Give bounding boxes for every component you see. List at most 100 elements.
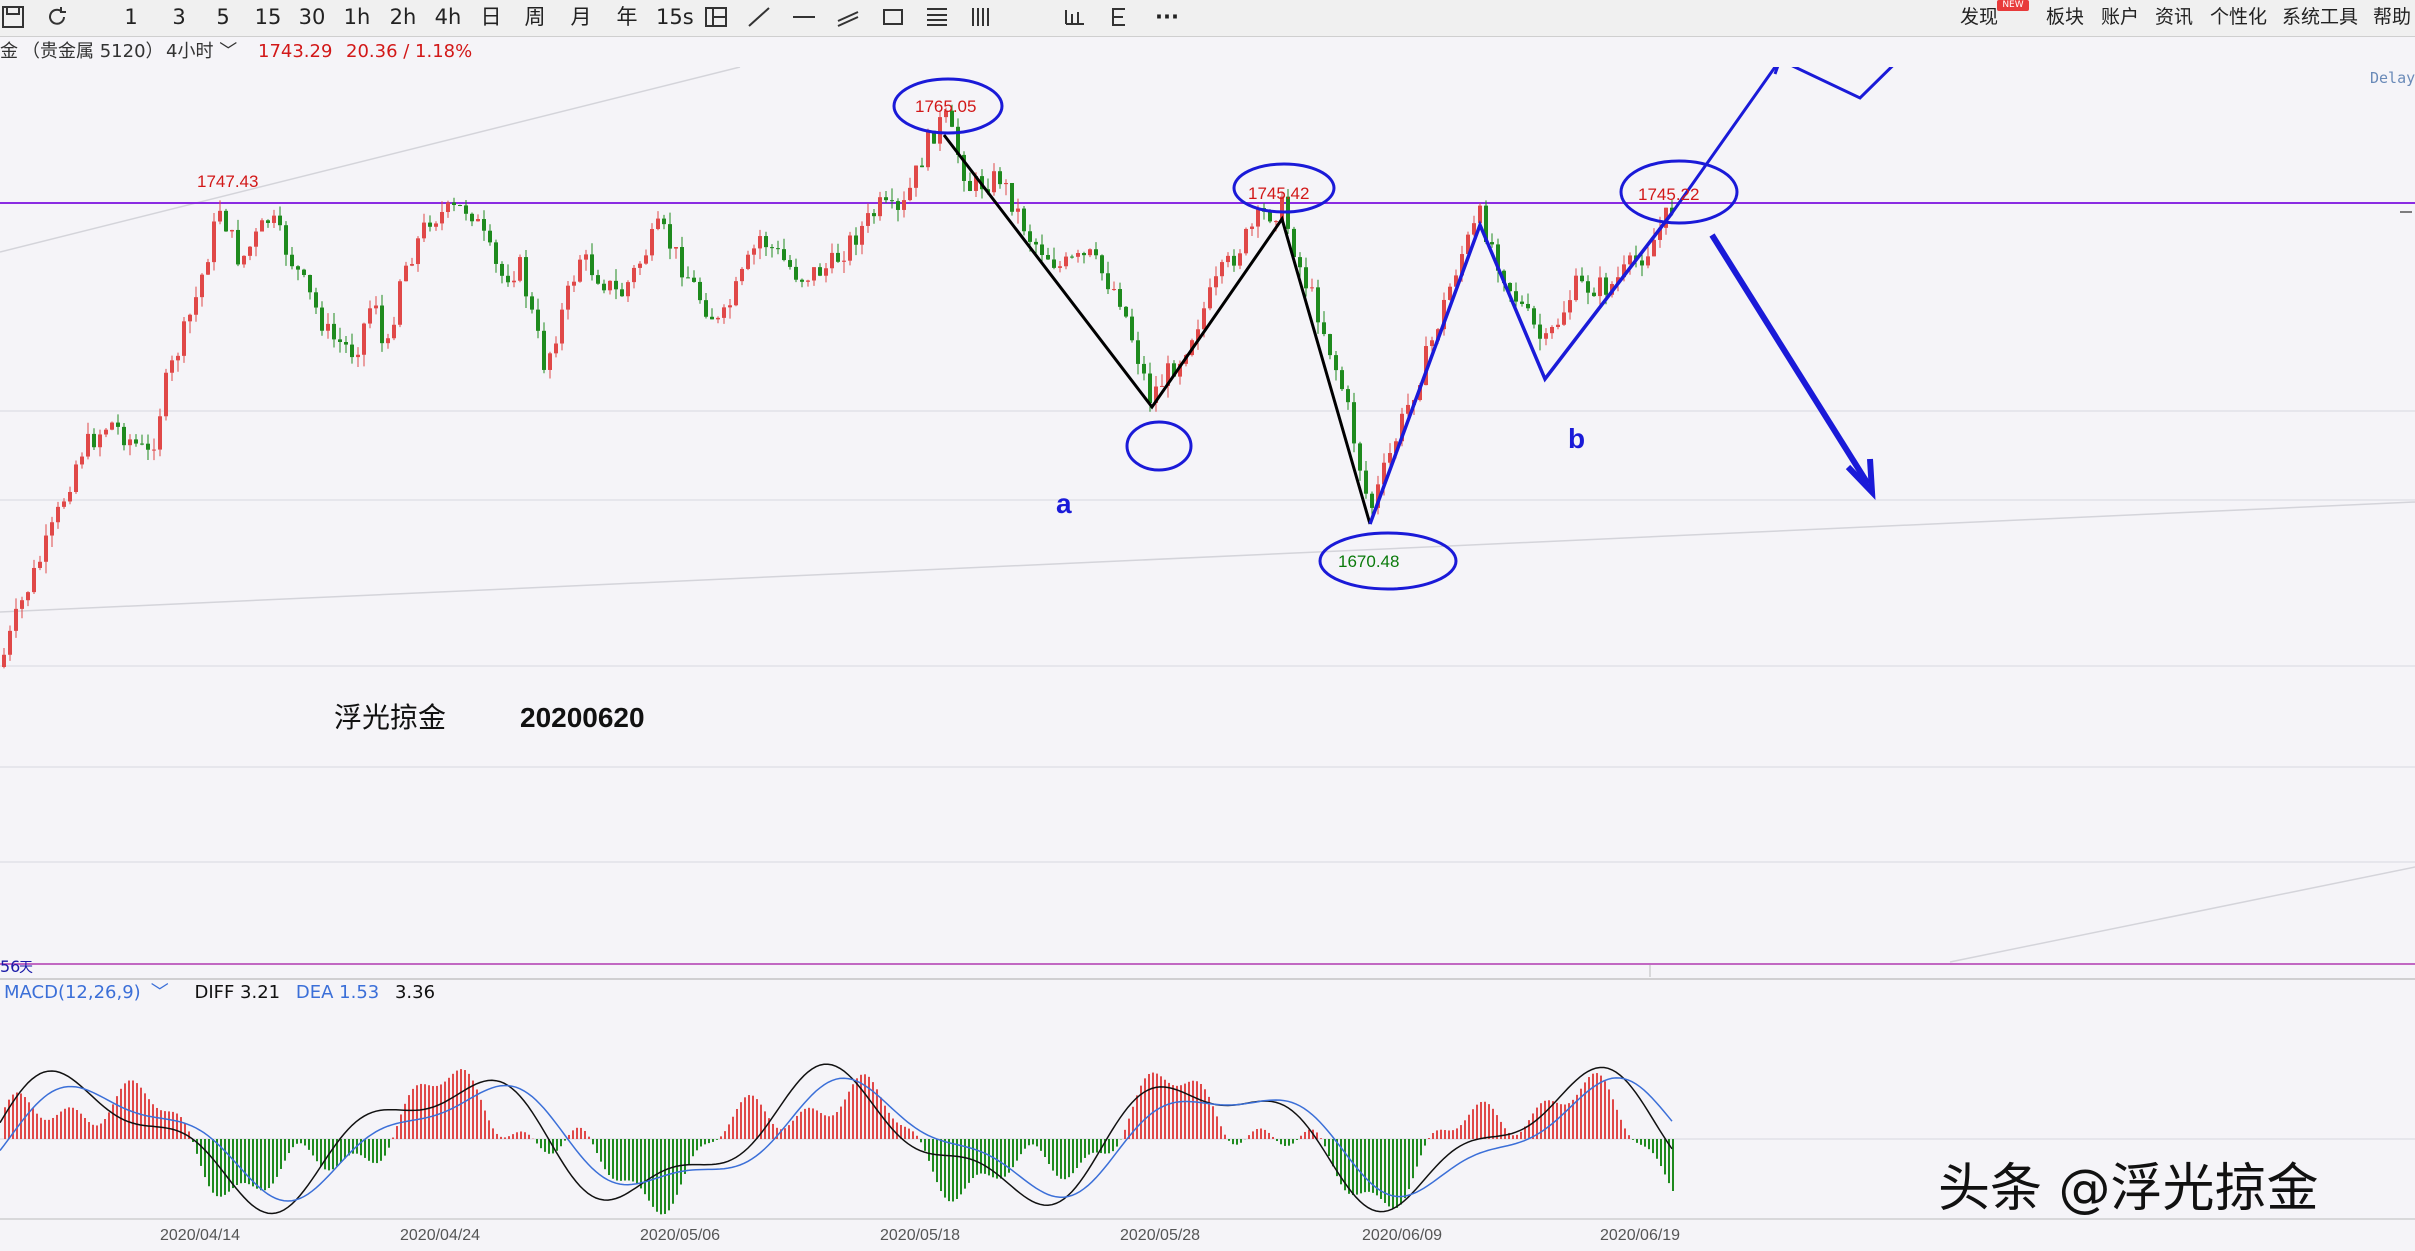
menu-sectors[interactable]: 板块 <box>2046 6 2085 28</box>
bars-tool-icon[interactable] <box>968 4 994 30</box>
period-3m[interactable]: 3 <box>172 5 186 29</box>
menu-personalize[interactable]: 个性化 <box>2210 6 2268 28</box>
period-month[interactable]: 月 <box>570 5 592 29</box>
macd-title[interactable]: MACD(12,26,9) ﹀ <box>4 982 179 1003</box>
macd-bar <box>948 1139 950 1202</box>
candle-body <box>1094 249 1098 256</box>
macd-bar <box>1616 1109 1618 1139</box>
period-year[interactable]: 年 <box>616 5 638 29</box>
candle-body <box>746 254 750 269</box>
menu-system-tools[interactable]: 系统工具 <box>2282 6 2359 28</box>
period-4h[interactable]: 4h <box>434 5 462 29</box>
wave-b-label: b <box>1568 423 1585 454</box>
macd-bar <box>1588 1077 1590 1139</box>
macd-bar <box>104 1119 106 1139</box>
trough-circle-a <box>1125 420 1193 472</box>
candle-body <box>98 434 102 448</box>
rect-tool-icon[interactable] <box>880 4 906 30</box>
candle-body <box>506 275 510 283</box>
period-15m[interactable]: 15 <box>254 5 282 29</box>
symbol-name: 金 <box>0 41 18 62</box>
period-day[interactable]: 日 <box>480 5 502 29</box>
more-icon[interactable]: ··· <box>1155 5 1179 29</box>
candle-body <box>1238 253 1242 266</box>
macd-bar <box>1264 1129 1266 1139</box>
macd-bar <box>56 1114 58 1139</box>
menu-account[interactable]: 账户 <box>2101 6 2140 28</box>
period-2h[interactable]: 2h <box>389 5 417 29</box>
candle-body <box>164 372 168 417</box>
layout-icon[interactable] <box>703 4 729 30</box>
macd-bar <box>324 1139 326 1170</box>
wave-tool-icon[interactable] <box>1062 4 1088 30</box>
macd-bar <box>1256 1129 1258 1139</box>
period-5m[interactable]: 5 <box>216 5 230 29</box>
candlestick-chart[interactable]: 1765.05 1747.43 1745.42 1745.22 1670.48 … <box>0 67 2415 977</box>
macd-bar <box>52 1117 54 1139</box>
candle-body <box>434 223 438 227</box>
save-icon[interactable] <box>0 4 26 30</box>
macd-bar <box>1204 1089 1206 1139</box>
candle-body <box>338 339 342 343</box>
period-15s[interactable]: 15s <box>656 5 694 29</box>
period-week[interactable]: 周 <box>524 5 546 29</box>
candle-body <box>1538 324 1542 339</box>
macd-bar <box>960 1139 962 1195</box>
refresh-icon[interactable] <box>44 4 70 30</box>
macd-bar <box>1360 1139 1362 1194</box>
elbow-arrow-icon <box>1773 67 1780 75</box>
menu-help[interactable]: 帮助 <box>2373 6 2412 28</box>
period-1h[interactable]: 1h <box>343 5 371 29</box>
candle-body <box>1370 493 1374 508</box>
menu-discover[interactable]: 发现 <box>1960 6 1999 28</box>
macd-bar <box>1356 1139 1358 1195</box>
chart-date-label: 20200620 <box>520 702 645 733</box>
macd-bar <box>920 1139 922 1143</box>
macd-bar <box>1512 1135 1514 1139</box>
candle-body <box>368 308 372 324</box>
upper-channel-line <box>0 67 741 253</box>
candle-body <box>170 360 174 373</box>
macd-bar <box>488 1120 490 1139</box>
fib-tool-icon[interactable] <box>924 4 950 30</box>
macd-bar <box>800 1111 802 1139</box>
parallel-tool-icon[interactable] <box>835 4 861 30</box>
candle-body <box>458 205 462 207</box>
macd-dea: DEA 1.53 <box>295 982 380 1003</box>
candle-body <box>1148 373 1152 404</box>
candle-body <box>86 433 90 457</box>
period-1m[interactable]: 1 <box>124 5 138 29</box>
macd-bar <box>456 1070 458 1139</box>
period-30m[interactable]: 30 <box>298 5 326 29</box>
candle-body <box>608 280 612 291</box>
candle-body <box>188 314 192 322</box>
line-tool-icon[interactable] <box>746 4 772 30</box>
macd-bar <box>1624 1128 1626 1139</box>
macd-bar <box>716 1139 718 1140</box>
period-selector[interactable]: 4小时 ﹀ <box>166 37 237 67</box>
hline-tool-icon[interactable] <box>791 4 817 30</box>
candle-body <box>704 300 708 317</box>
macd-bar <box>88 1122 90 1139</box>
candle-body <box>122 426 126 446</box>
macd-bar <box>404 1103 406 1139</box>
menu-news[interactable]: 资讯 <box>2155 6 2194 28</box>
macd-bar <box>28 1102 30 1139</box>
macd-bar <box>496 1133 498 1139</box>
macd-bar <box>1028 1139 1030 1146</box>
candle-body <box>1424 346 1428 386</box>
macd-bar <box>536 1139 538 1144</box>
macd-bar <box>784 1128 786 1139</box>
extend-tool-icon[interactable] <box>1107 4 1133 30</box>
candle-body <box>38 561 42 568</box>
chevron-down-icon: ﹀ <box>150 982 169 1003</box>
macd-bar <box>1376 1139 1378 1196</box>
macd-bar <box>380 1139 382 1161</box>
macd-bar <box>868 1076 870 1139</box>
candle-body <box>56 506 60 523</box>
macd-bar <box>1128 1118 1130 1139</box>
macd-bar <box>1632 1139 1634 1140</box>
candle-body <box>554 343 558 354</box>
macd-bar <box>1380 1139 1382 1199</box>
level-label-1745-42: 1745.42 <box>1248 184 1309 203</box>
